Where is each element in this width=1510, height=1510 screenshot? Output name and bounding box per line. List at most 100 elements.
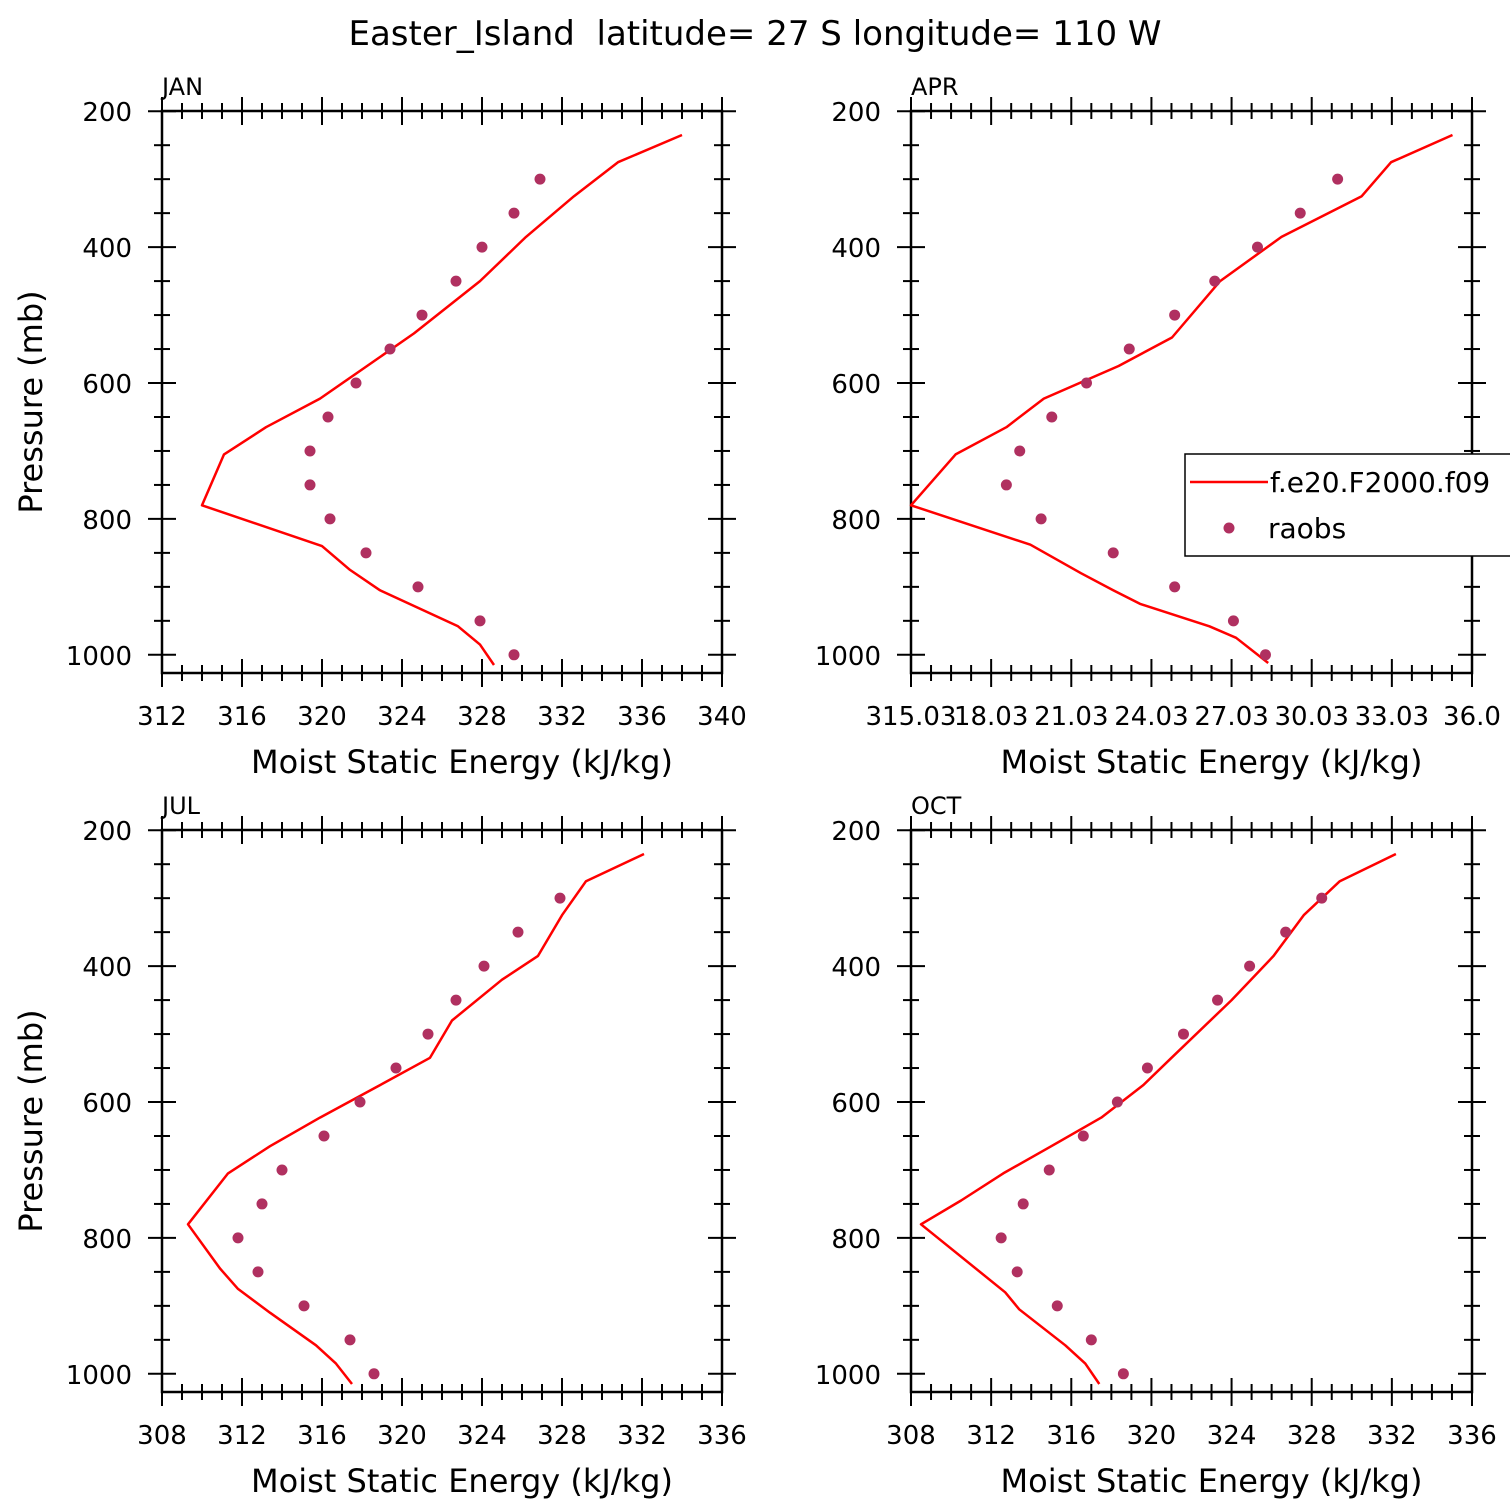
legend: f.e20.F2000.f09 raobs	[1184, 453, 1510, 557]
obs-point	[232, 1232, 244, 1244]
obs-point	[256, 1198, 268, 1210]
obs-point	[1280, 926, 1292, 938]
x-tick-label: 328	[537, 1421, 587, 1451]
legend-obs-swatch	[1223, 522, 1235, 534]
x-tick-label: 30.03	[1274, 702, 1348, 732]
obs-point	[1212, 994, 1224, 1006]
obs-point	[1332, 173, 1344, 185]
obs-point	[344, 1334, 356, 1346]
obs-point	[1123, 343, 1135, 355]
y-tick-label: 200	[831, 98, 881, 128]
obs-point	[450, 994, 462, 1006]
obs-point	[412, 581, 424, 593]
x-tick-label: 36.0	[1443, 702, 1501, 732]
obs-point	[1107, 547, 1119, 559]
obs-point	[1046, 411, 1058, 423]
x-tick-label: 332	[617, 1421, 667, 1451]
figure-title: Easter_Island latitude= 27 S longitude= …	[348, 14, 1161, 54]
x-tick-label: 27.03	[1194, 702, 1268, 732]
panel-label: JAN	[160, 73, 203, 101]
x-tick-label: 33.03	[1355, 702, 1429, 732]
y-tick-label: 800	[831, 1225, 881, 1255]
y-tick-label: 800	[831, 506, 881, 536]
obs-point	[360, 547, 372, 559]
x-tick-label: 328	[1287, 1421, 1337, 1451]
x-axis-label: Moist Static Energy (kJ/kg)	[1001, 743, 1423, 781]
y-tick-label: 600	[831, 370, 881, 400]
model-line	[919, 852, 1397, 1385]
x-tick-label: 316	[1046, 1421, 1096, 1451]
y-tick-label: 800	[82, 506, 132, 536]
obs-point	[1081, 377, 1093, 389]
obs-point	[390, 1062, 402, 1074]
legend-obs-label: raobs	[1268, 512, 1346, 545]
y-tick-label: 200	[82, 98, 132, 128]
obs-point	[534, 173, 546, 185]
obs-point	[304, 445, 316, 457]
y-axis-label: Pressure (mb)	[12, 290, 50, 513]
y-tick-label: 800	[82, 1225, 132, 1255]
y-tick-label: 400	[82, 234, 132, 264]
x-tick-label: 332	[1367, 1421, 1417, 1451]
x-tick-label: 312	[217, 1421, 267, 1451]
obs-point	[1169, 581, 1181, 593]
panel-label: OCT	[911, 792, 962, 820]
obs-point	[1000, 479, 1012, 491]
model-line	[186, 852, 645, 1385]
panel-label: JUL	[160, 792, 201, 820]
x-tick-label: 324	[457, 1421, 507, 1451]
obs-point	[1259, 649, 1271, 661]
y-tick-label: 600	[82, 370, 132, 400]
obs-point	[1294, 207, 1306, 219]
legend-model-label: f.e20.F2000.f09	[1270, 466, 1490, 499]
x-tick-label: 18.03	[954, 702, 1028, 732]
y-tick-label: 1000	[815, 642, 881, 672]
obs-point	[1177, 1028, 1189, 1040]
obs-point	[450, 275, 462, 287]
x-axis-label: Moist Static Energy (kJ/kg)	[251, 1462, 673, 1500]
obs-point	[368, 1368, 380, 1380]
y-tick-label: 400	[831, 234, 881, 264]
obs-point	[1043, 1164, 1055, 1176]
x-tick-label: 336	[617, 702, 667, 732]
obs-point	[1316, 892, 1328, 904]
legend-box	[1184, 453, 1510, 557]
obs-point	[1141, 1062, 1153, 1074]
obs-point	[474, 615, 486, 627]
obs-point	[318, 1130, 330, 1142]
obs-point	[252, 1266, 264, 1278]
x-tick-label: 336	[1447, 1421, 1497, 1451]
y-tick-label: 400	[82, 953, 132, 983]
y-axis-label: Pressure (mb)	[12, 1009, 50, 1232]
obs-point	[1169, 309, 1181, 321]
obs-point	[324, 513, 336, 525]
obs-point	[1077, 1130, 1089, 1142]
obs-point	[1014, 445, 1026, 457]
x-tick-label: 324	[1207, 1421, 1257, 1451]
x-tick-label: 312	[966, 1421, 1016, 1451]
y-tick-label: 200	[82, 817, 132, 847]
obs-point	[1117, 1368, 1129, 1380]
x-tick-label: 308	[886, 1421, 936, 1451]
obs-point	[354, 1096, 366, 1108]
y-tick-label: 600	[831, 1089, 881, 1119]
obs-point	[422, 1028, 434, 1040]
obs-point	[1244, 960, 1256, 972]
obs-point	[1111, 1096, 1123, 1108]
obs-point	[478, 960, 490, 972]
obs-point	[1085, 1334, 1097, 1346]
obs-point	[1227, 615, 1239, 627]
obs-point	[1251, 241, 1263, 253]
y-tick-label: 1000	[815, 1361, 881, 1391]
x-tick-label: 332	[537, 702, 587, 732]
model-line	[909, 133, 1454, 664]
x-tick-label: 316	[217, 702, 267, 732]
x-tick-label: 312	[137, 702, 187, 732]
obs-point	[304, 479, 316, 491]
obs-point	[322, 411, 334, 423]
obs-point	[276, 1164, 288, 1176]
